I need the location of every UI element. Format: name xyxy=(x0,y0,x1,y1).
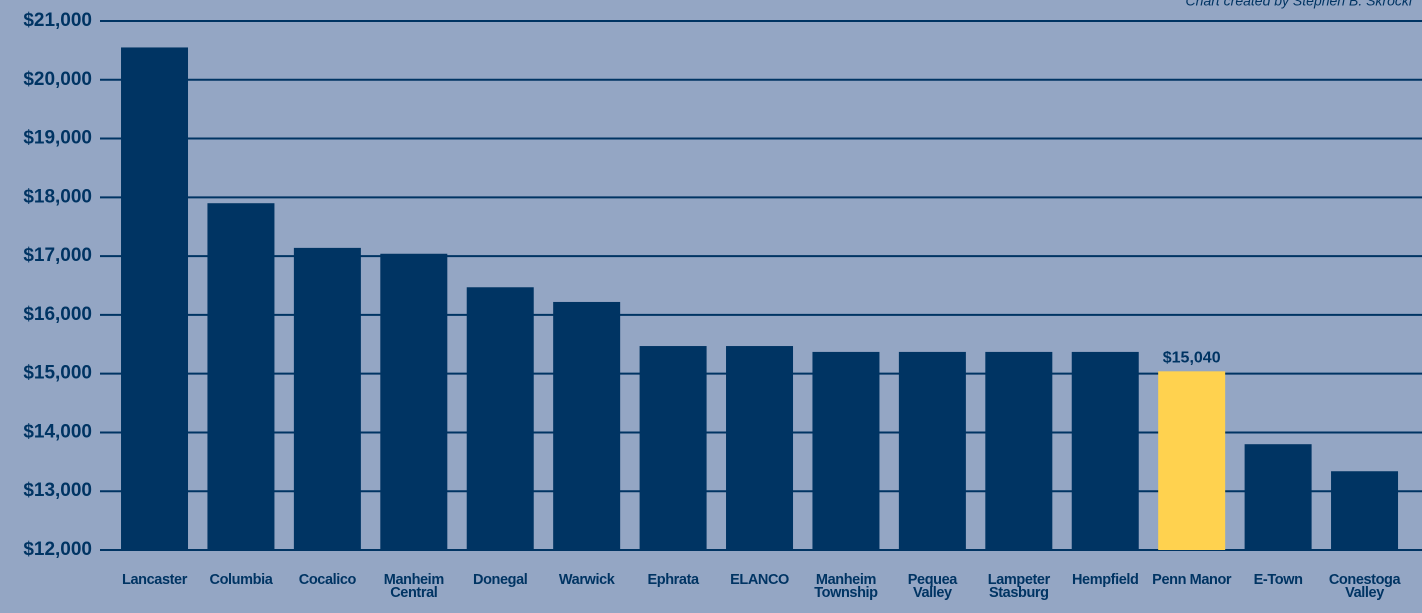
bar xyxy=(380,253,448,550)
bar xyxy=(1331,471,1399,550)
y-tick-label: $12,000 xyxy=(23,539,92,560)
y-tick-label: $17,000 xyxy=(23,245,92,266)
x-tick-label: E-Town xyxy=(1253,572,1303,588)
x-tick-label: Penn Manor xyxy=(1152,572,1232,588)
bar xyxy=(1158,371,1226,550)
bar xyxy=(466,287,534,550)
y-tick-label: $14,000 xyxy=(23,421,92,442)
x-tick-label: Hempfield xyxy=(1071,572,1139,588)
y-tick-label: $19,000 xyxy=(23,128,92,149)
y-tick-label: $20,000 xyxy=(23,69,92,90)
annotation: Chart created by Stephen B. Skrocki xyxy=(1186,0,1413,9)
x-tick-label: Lampeter Stasburg xyxy=(987,572,1050,601)
x-tick-label: ELANCO xyxy=(730,572,789,588)
bar xyxy=(1071,351,1139,550)
bar xyxy=(726,346,794,550)
bar xyxy=(639,346,707,550)
x-tick-label: Manheim Township xyxy=(814,572,878,601)
x-tick-label: Ephrata xyxy=(647,572,700,588)
x-tick-label: Donegal xyxy=(473,572,528,588)
bar xyxy=(293,247,361,551)
bar xyxy=(553,301,621,550)
bar xyxy=(812,351,880,550)
x-tick-label: Manheim Central xyxy=(383,572,444,601)
bar xyxy=(898,351,966,550)
x-tick-label: Cocalico xyxy=(298,572,357,588)
y-tick-label: $15,000 xyxy=(23,363,92,384)
bar xyxy=(985,351,1053,550)
x-tick-label: Conestoga Valley xyxy=(1328,572,1401,601)
x-tick-label: Warwick xyxy=(558,572,615,588)
x-tick-label: Lancaster xyxy=(122,572,187,588)
y-tick-label: $16,000 xyxy=(23,304,92,325)
data-label: $15,040 xyxy=(1163,350,1221,367)
y-tick-label: $18,000 xyxy=(23,186,92,207)
bar xyxy=(121,47,189,550)
bar xyxy=(1244,444,1312,550)
y-tick-label: $21,000 xyxy=(23,10,92,31)
bar xyxy=(207,203,275,550)
x-tick-label: Columbia xyxy=(209,572,273,588)
y-tick-label: $13,000 xyxy=(23,480,92,501)
x-tick-label: Pequea Valley xyxy=(907,572,958,601)
